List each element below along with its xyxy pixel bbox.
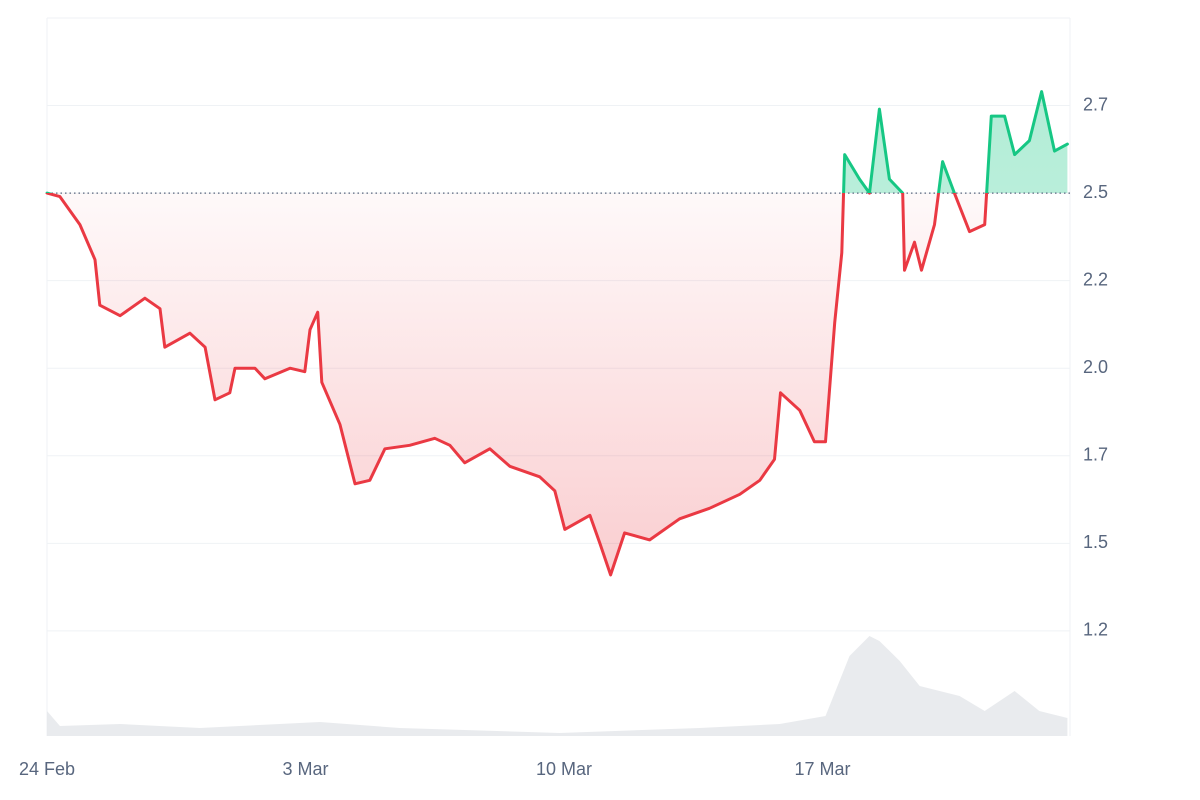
area-fill xyxy=(47,91,1068,575)
x-tick-label: 3 Mar xyxy=(283,759,329,779)
y-tick-label: 2.0 xyxy=(1083,357,1108,377)
volume-area xyxy=(47,636,1068,736)
x-tick-label: 17 Mar xyxy=(795,759,851,779)
y-tick-label: 2.5 xyxy=(1083,182,1108,202)
y-tick-label: 1.5 xyxy=(1083,532,1108,552)
y-tick-label: 1.2 xyxy=(1083,620,1108,640)
x-tick-label: 10 Mar xyxy=(536,759,592,779)
y-tick-label: 2.7 xyxy=(1083,94,1108,114)
price-line xyxy=(45,90,1069,577)
y-tick-label: 1.7 xyxy=(1083,445,1108,465)
y-tick-label: 2.2 xyxy=(1083,269,1108,289)
x-tick-label: 24 Feb xyxy=(19,759,75,779)
